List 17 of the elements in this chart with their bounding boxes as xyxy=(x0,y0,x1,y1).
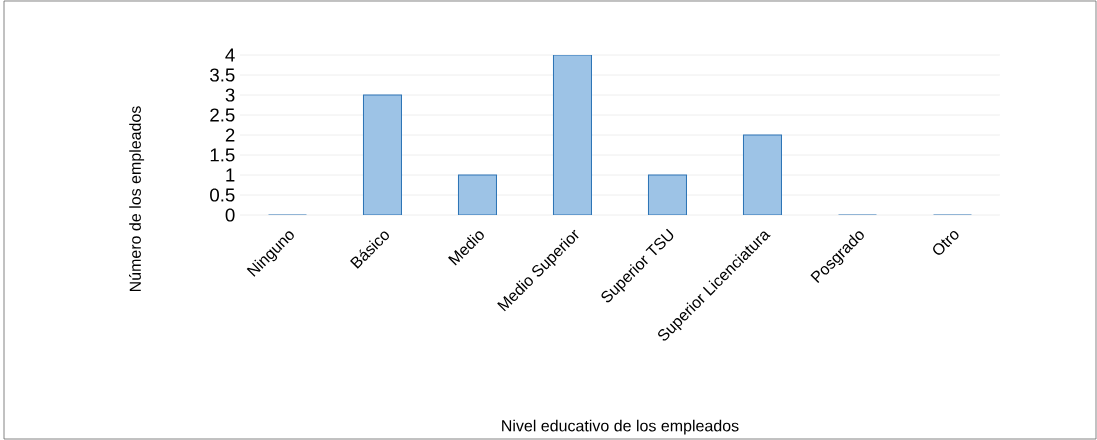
y-tick-label: 3 xyxy=(225,88,235,102)
y-tick-label: 0.5 xyxy=(210,188,235,202)
y-tick-label: 4 xyxy=(225,48,235,62)
bar xyxy=(457,174,498,215)
bar xyxy=(647,174,688,215)
x-tick-label: Otro xyxy=(933,231,959,255)
y-tick-label: 1.5 xyxy=(210,148,235,162)
y-axis-title: Número de los empleados xyxy=(129,106,145,292)
bar xyxy=(362,94,403,215)
y-tick-label: 1 xyxy=(226,168,235,182)
y-tick-label: 2 xyxy=(225,128,235,142)
y-tick-label: 2.5 xyxy=(210,108,235,122)
x-axis-title: Nivel educativo de los empleados xyxy=(502,419,739,435)
bar xyxy=(742,134,783,215)
y-tick-label: 0 xyxy=(225,208,235,222)
y-tick-label: 3.5 xyxy=(210,68,235,82)
bar xyxy=(552,55,593,215)
